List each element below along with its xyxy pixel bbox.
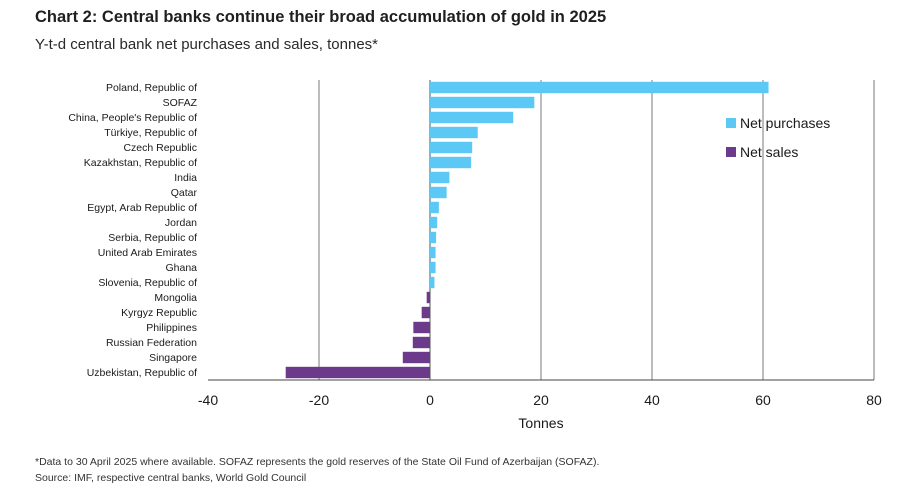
x-tick-label: -20 (309, 392, 329, 408)
bar (430, 156, 472, 169)
legend-label-purchases: Net purchases (740, 115, 830, 131)
legend-swatch-sales (726, 147, 736, 157)
category-label: Serbia, Republic of (108, 232, 197, 244)
bar (285, 366, 430, 379)
legend: Net purchases Net sales (726, 115, 830, 160)
category-label: Slovenia, Republic of (98, 277, 197, 289)
category-label: Qatar (171, 187, 198, 199)
x-tick-label: -40 (198, 392, 218, 408)
x-tick-label: 80 (866, 392, 882, 408)
x-tick-label: 20 (533, 392, 549, 408)
bar-chart: Poland, Republic of SOFAZ China, People's … (68, 80, 882, 431)
category-label: Czech Republic (123, 142, 197, 154)
chart-title: Chart 2: Central banks continue their br… (35, 8, 607, 26)
category-label: Türkiye, Republic of (104, 127, 197, 139)
bar (430, 216, 438, 229)
category-label: Singapore (149, 352, 197, 364)
bar (430, 171, 450, 184)
bar (430, 126, 478, 139)
bar (430, 276, 435, 289)
x-tick-label: 40 (644, 392, 660, 408)
category-label: Ghana (165, 262, 197, 274)
bar (430, 246, 436, 259)
chart-subtitle: Y-t-d central bank net purchases and sal… (35, 36, 378, 53)
legend-swatch-purchases (726, 118, 736, 128)
category-label: Poland, Republic of (106, 82, 197, 94)
category-label: Uzbekistan, Republic of (87, 367, 197, 379)
bar (421, 306, 430, 319)
legend-label-sales: Net sales (740, 144, 798, 160)
bar (413, 321, 430, 334)
x-axis-label: Tonnes (518, 415, 563, 431)
bar (412, 336, 430, 349)
bar (430, 81, 769, 94)
source-note: Source: IMF, respective central banks, W… (35, 472, 307, 484)
category-label: Egypt, Arab Republic of (87, 202, 197, 214)
footnote: *Data to 30 April 2025 where available. … (35, 456, 600, 468)
bar (430, 141, 473, 154)
bar (430, 231, 437, 244)
bar (430, 261, 436, 274)
category-label: Kazakhstan, Republic of (84, 157, 197, 169)
bar (430, 201, 439, 214)
category-label: SOFAZ (163, 97, 198, 109)
bar (430, 96, 535, 109)
bar (426, 291, 430, 304)
category-label: Mongolia (154, 292, 197, 304)
x-tick-label: 0 (426, 392, 434, 408)
category-label: United Arab Emirates (98, 247, 197, 259)
category-label: India (174, 172, 197, 184)
category-label: Kyrgyz Republic (121, 307, 197, 319)
category-label: China, People's Republic of (68, 112, 197, 124)
bar (430, 186, 447, 199)
bar (430, 111, 514, 124)
bar (402, 351, 430, 364)
category-label: Russian Federation (106, 337, 197, 349)
category-label: Philippines (146, 322, 197, 334)
category-label: Jordan (165, 217, 197, 229)
x-tick-label: 60 (755, 392, 771, 408)
